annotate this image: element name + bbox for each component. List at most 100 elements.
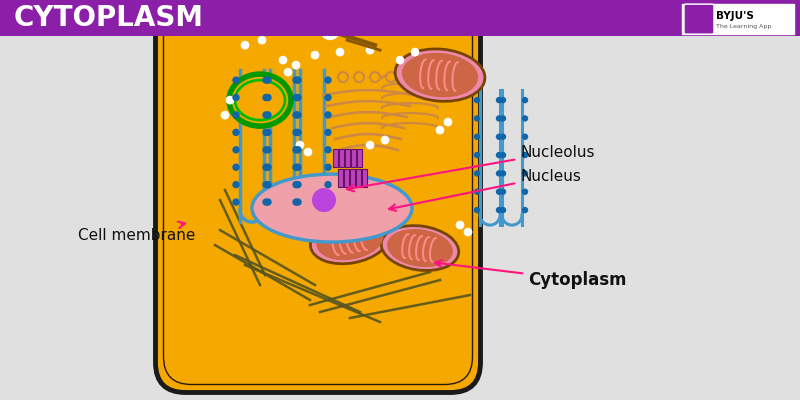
Circle shape [381,136,389,144]
Text: Nucleolus: Nucleolus [347,144,594,191]
Circle shape [263,94,269,100]
Ellipse shape [252,174,412,242]
Circle shape [456,66,464,74]
Circle shape [265,112,271,118]
Text: BYJU'S: BYJU'S [716,11,754,21]
Text: CYTOPLASM: CYTOPLASM [14,4,204,32]
Circle shape [325,199,331,205]
Ellipse shape [395,49,485,101]
Circle shape [265,147,271,153]
Circle shape [464,228,472,236]
Bar [350,169,355,187]
Circle shape [265,164,271,170]
Circle shape [474,98,479,103]
Bar [357,149,362,167]
Circle shape [351,234,359,242]
Circle shape [466,76,474,84]
Circle shape [354,72,364,82]
Text: Cell membrane: Cell membrane [78,222,195,242]
Circle shape [497,98,502,103]
Circle shape [263,129,269,135]
Circle shape [501,171,506,176]
Circle shape [386,72,396,82]
Circle shape [501,208,506,212]
Circle shape [325,164,331,170]
Text: The Learning App: The Learning App [716,24,771,29]
Circle shape [295,199,301,205]
Text: Nucleus: Nucleus [389,168,581,211]
Circle shape [474,116,479,121]
Circle shape [293,112,299,118]
Circle shape [295,164,301,170]
Circle shape [263,199,269,205]
Bar [345,149,350,167]
Text: Cytoplasm: Cytoplasm [435,260,626,289]
Circle shape [325,147,331,153]
Circle shape [321,21,339,39]
Circle shape [497,171,502,176]
Circle shape [436,126,444,134]
Circle shape [295,147,301,153]
Bar [333,149,338,167]
Circle shape [233,147,239,153]
Circle shape [370,72,380,82]
Circle shape [265,182,271,188]
Ellipse shape [229,74,291,126]
Circle shape [258,36,266,44]
Circle shape [444,118,452,126]
Ellipse shape [402,53,478,97]
Circle shape [265,94,271,100]
Circle shape [293,129,299,135]
Circle shape [295,77,301,83]
Circle shape [522,171,527,176]
Circle shape [474,208,479,212]
Circle shape [233,182,239,188]
Circle shape [293,199,299,205]
Circle shape [336,48,344,56]
Circle shape [522,98,527,103]
Ellipse shape [235,80,285,120]
Ellipse shape [387,229,453,267]
Circle shape [241,41,249,49]
Ellipse shape [310,216,390,264]
Circle shape [366,141,374,149]
Circle shape [293,77,299,83]
Bar [344,169,349,187]
Circle shape [295,129,301,135]
Circle shape [265,199,271,205]
Circle shape [501,134,506,139]
FancyBboxPatch shape [0,0,800,36]
Circle shape [522,189,527,194]
Circle shape [233,129,239,135]
Circle shape [293,164,299,170]
FancyBboxPatch shape [684,4,714,34]
Bar [356,169,361,187]
Circle shape [456,221,464,229]
Circle shape [497,152,502,158]
Circle shape [293,182,299,188]
Circle shape [474,171,479,176]
Ellipse shape [382,226,458,270]
Circle shape [295,182,301,188]
Circle shape [293,94,299,100]
FancyBboxPatch shape [155,0,481,392]
Circle shape [522,152,527,158]
Bar [339,149,344,167]
Circle shape [366,46,374,54]
Circle shape [411,48,419,56]
Circle shape [292,61,300,69]
Circle shape [265,77,271,83]
Circle shape [474,189,479,194]
Circle shape [522,116,527,121]
Circle shape [263,77,269,83]
Circle shape [284,68,292,76]
Circle shape [474,152,479,158]
Circle shape [336,228,344,236]
Circle shape [263,147,269,153]
Ellipse shape [316,220,384,260]
Circle shape [221,111,229,119]
Circle shape [233,77,239,83]
Circle shape [279,56,287,64]
Circle shape [325,129,331,135]
Circle shape [338,72,348,82]
